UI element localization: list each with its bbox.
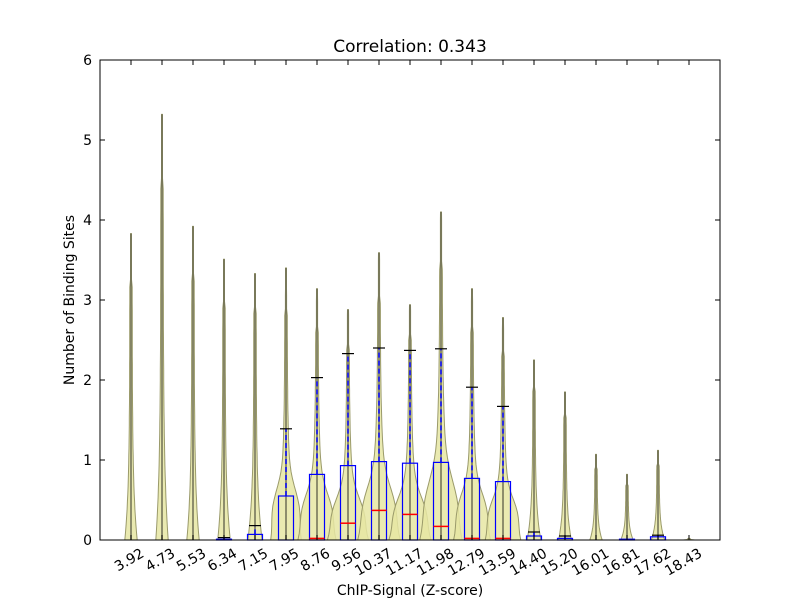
y-axis: 0 1 2 3 4 5 6 bbox=[83, 53, 720, 549]
x-tick-label-3.92: 3.92 bbox=[112, 546, 147, 575]
x-tick-label-7.95: 7.95 bbox=[267, 546, 302, 575]
plot-area bbox=[124, 113, 696, 541]
x-tick-label-6.34: 6.34 bbox=[205, 546, 240, 575]
x-axis-label: ChIP-Signal (Z-score) bbox=[337, 583, 483, 599]
y-tick-label-6: 6 bbox=[83, 53, 92, 69]
x-tick-label-5.53: 5.53 bbox=[174, 546, 209, 575]
chart-title: Correlation: 0.343 bbox=[333, 37, 487, 57]
x-tick-label-7.15: 7.15 bbox=[236, 546, 271, 575]
x-tick-label-8.76: 8.76 bbox=[298, 546, 333, 575]
y-axis-label: Number of Binding Sites bbox=[62, 215, 78, 385]
y-tick-label-1: 1 bbox=[83, 453, 92, 469]
y-tick-label-5: 5 bbox=[83, 133, 92, 149]
y-tick-label-4: 4 bbox=[83, 213, 92, 229]
x-tick-label-4.73: 4.73 bbox=[143, 546, 178, 575]
y-tick-label-2: 2 bbox=[83, 373, 92, 389]
y-tick-label-3: 3 bbox=[83, 293, 92, 309]
y-tick-label-0: 0 bbox=[83, 533, 92, 549]
